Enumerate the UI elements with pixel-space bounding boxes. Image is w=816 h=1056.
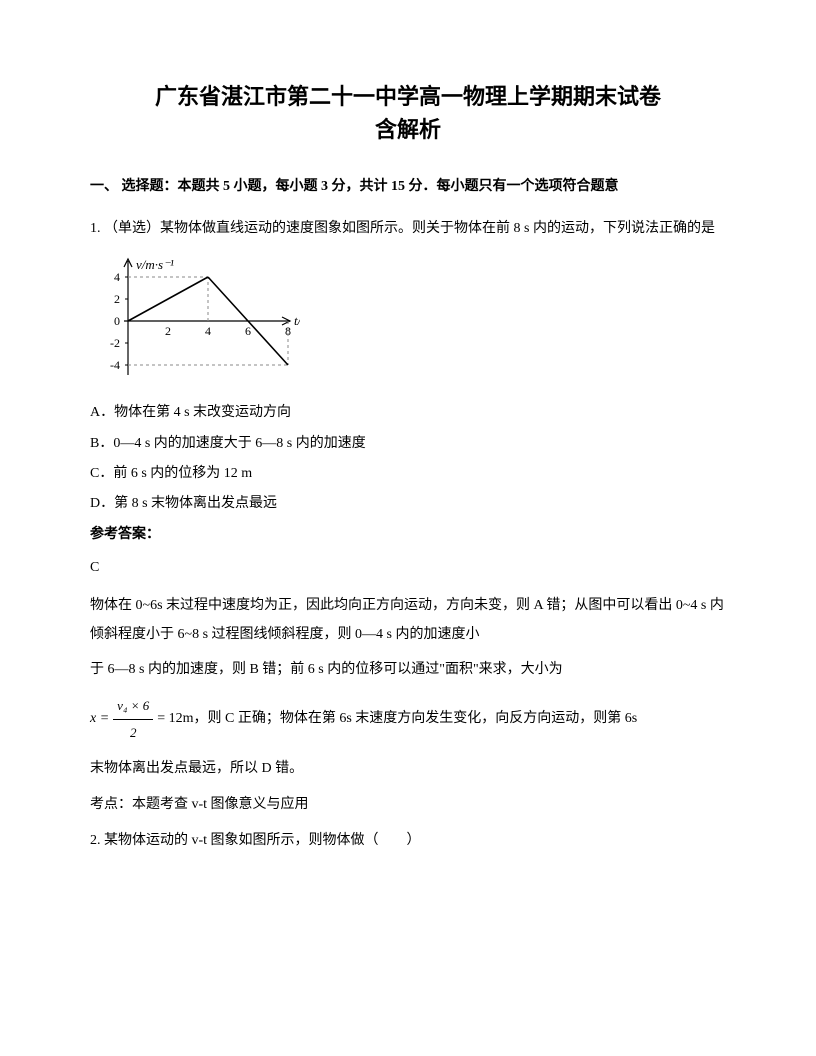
fraction-denominator: 2 (126, 720, 141, 746)
answer-label: 参考答案： (90, 522, 726, 547)
svg-text:2: 2 (114, 292, 120, 306)
q1-option-a: A．物体在第 4 s 末改变运动方向 (90, 400, 726, 425)
svg-text:0: 0 (114, 314, 120, 328)
formula-suffix: = 12m，则 C 正确；物体在第 6s 末速度方向发生变化，向反方向运动，则第… (157, 705, 637, 733)
svg-text:-4: -4 (110, 358, 120, 372)
q1-topic: 考点：本题考查 v-t 图像意义与应用 (90, 791, 726, 819)
svg-text:v/m·s⁻¹: v/m·s⁻¹ (136, 257, 174, 272)
fraction: v₄ × 6 2 (113, 693, 153, 746)
fraction-numerator: v₄ × 6 (113, 693, 153, 720)
q1-explanation-2: 于 6—8 s 内的加速度，则 B 错；前 6 s 内的位移可以通过"面积"来求… (90, 655, 726, 684)
svg-text:2: 2 (165, 324, 171, 338)
question-2: 2. 某物体运动的 v‐t 图象如图所示，则物体做（ ） (90, 827, 726, 855)
q1-text: 1. （单选）某物体做直线运动的速度图象如图所示。则关于物体在前 8 s 内的运… (90, 215, 726, 243)
velocity-chart: 420-2-42468v/m·s⁻¹t/s (90, 253, 726, 392)
svg-text:4: 4 (205, 324, 211, 338)
q1-option-c: C．前 6 s 内的位移为 12 m (90, 461, 726, 486)
formula-prefix: x = (90, 705, 109, 733)
q1-formula: x = v₄ × 6 2 = 12m，则 C 正确；物体在第 6s 末速度方向发… (90, 693, 726, 746)
svg-text:6: 6 (245, 324, 251, 338)
q1-answer: C (90, 555, 726, 580)
q2-text: 2. 某物体运动的 v‐t 图象如图所示，则物体做（ ） (90, 827, 726, 855)
q1-option-d: D．第 8 s 末物体离出发点最远 (90, 491, 726, 516)
section-header: 一、 选择题：本题共 5 小题，每小题 3 分，共计 15 分．每小题只有一个选… (90, 174, 726, 199)
title-line2: 含解析 (375, 117, 441, 142)
q1-option-b: B．0—4 s 内的加速度大于 6—8 s 内的加速度 (90, 431, 726, 456)
svg-text:-2: -2 (110, 336, 120, 350)
q1-explanation-1: 物体在 0~6s 末过程中速度均为正，因此均向正方向运动，方向未变，则 A 错；… (90, 591, 726, 650)
q1-explanation-3: 末物体离出发点最远，所以 D 错。 (90, 754, 726, 783)
title-line1: 广东省湛江市第二十一中学高一物理上学期期末试卷 (155, 84, 661, 109)
question-1: 1. （单选）某物体做直线运动的速度图象如图所示。则关于物体在前 8 s 内的运… (90, 215, 726, 819)
svg-text:4: 4 (114, 270, 120, 284)
svg-text:t/s: t/s (294, 313, 300, 328)
